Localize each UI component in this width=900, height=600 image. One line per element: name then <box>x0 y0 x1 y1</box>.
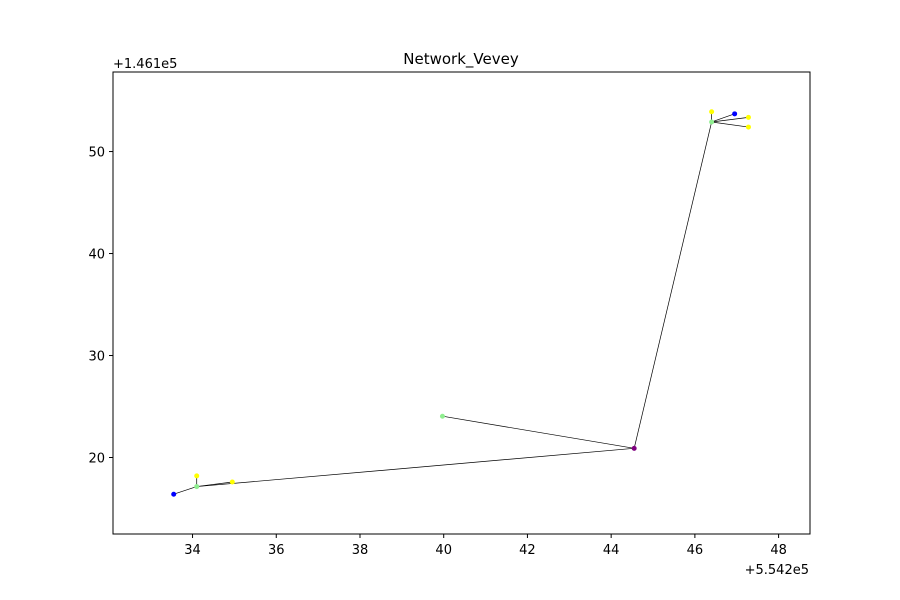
network-edge <box>196 481 233 487</box>
network-node-green-center <box>439 413 445 419</box>
network-edges <box>173 111 749 495</box>
network-edge <box>711 113 735 123</box>
network-node-yellow-sw-right <box>229 479 235 485</box>
y-tick-label: 50 <box>88 146 105 161</box>
y-offset-label: +1.461e5 <box>113 57 177 72</box>
network-node-blue-sw <box>171 491 177 497</box>
x-tick-label: 34 <box>184 543 201 558</box>
network-nodes <box>171 109 751 497</box>
network-edge <box>711 117 749 123</box>
x-tick-label: 48 <box>770 543 787 558</box>
chart-title: Network_Vevey <box>403 50 519 69</box>
network-edge <box>442 415 635 449</box>
y-tick-label: 40 <box>88 248 105 263</box>
y-tick-label: 30 <box>88 350 105 365</box>
network-node-blue-ne <box>732 111 738 117</box>
x-tick-label: 46 <box>687 543 704 558</box>
y-tick-label: 20 <box>88 452 105 467</box>
axis-ticks: 34 36 38 40 42 44 46 48 20 30 40 50 <box>88 146 786 558</box>
network-node-yellow-ne-2 <box>745 124 751 130</box>
network-node-yellow-ne-top <box>709 109 715 115</box>
network-node-purple-hub <box>631 445 637 451</box>
network-edge <box>173 486 197 495</box>
network-edge <box>196 447 635 487</box>
x-tick-label: 36 <box>268 543 285 558</box>
network-edge <box>711 121 749 128</box>
x-tick-label: 40 <box>435 543 452 558</box>
network-edge <box>633 121 712 449</box>
network-node-yellow-ne-1 <box>745 114 751 120</box>
plot-frame <box>112 71 811 535</box>
network-node-yellow-sw-top <box>194 473 200 479</box>
network-node-green-ne-hub <box>709 119 715 125</box>
x-offset-label: +5.542e5 <box>745 563 809 578</box>
x-tick-label: 42 <box>519 543 536 558</box>
x-tick-label: 44 <box>603 543 620 558</box>
x-tick-label: 38 <box>352 543 369 558</box>
network-node-green-sw-hub <box>194 484 200 490</box>
